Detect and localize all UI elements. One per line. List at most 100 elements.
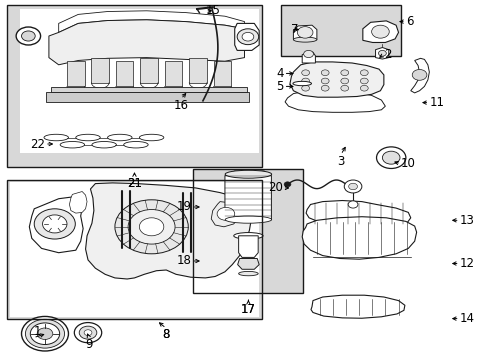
Circle shape (84, 330, 92, 336)
Ellipse shape (44, 134, 68, 141)
Ellipse shape (238, 271, 258, 276)
Text: 2: 2 (383, 48, 390, 61)
Circle shape (411, 69, 426, 80)
Bar (193, 169, 303, 293)
Polygon shape (49, 20, 244, 65)
Bar (7, 5, 261, 167)
Circle shape (237, 29, 258, 45)
Polygon shape (59, 11, 244, 32)
Polygon shape (302, 217, 416, 259)
Text: 21: 21 (127, 177, 142, 190)
Circle shape (16, 27, 41, 45)
Polygon shape (310, 295, 404, 318)
Circle shape (37, 328, 53, 339)
Circle shape (371, 25, 388, 38)
Circle shape (301, 70, 309, 76)
Polygon shape (164, 61, 182, 86)
Circle shape (30, 323, 60, 345)
Text: 12: 12 (459, 257, 474, 270)
Polygon shape (305, 201, 410, 227)
Text: 19: 19 (176, 201, 191, 213)
Polygon shape (116, 61, 133, 86)
Circle shape (301, 85, 309, 91)
Polygon shape (410, 58, 428, 93)
Bar (20, 9, 259, 153)
Text: 9: 9 (85, 338, 93, 351)
Text: 21: 21 (127, 177, 142, 190)
Text: 7: 7 (290, 23, 298, 36)
Bar (10, 182, 259, 317)
Circle shape (347, 201, 357, 208)
Polygon shape (289, 62, 383, 97)
Text: 10: 10 (400, 157, 415, 170)
Polygon shape (85, 183, 251, 279)
Circle shape (34, 209, 75, 239)
Ellipse shape (224, 216, 271, 223)
Ellipse shape (92, 141, 116, 148)
Text: 20: 20 (267, 181, 282, 194)
Circle shape (344, 180, 361, 193)
Circle shape (115, 200, 188, 254)
Ellipse shape (76, 134, 100, 141)
Text: 8: 8 (162, 328, 170, 341)
Circle shape (217, 207, 234, 220)
Circle shape (79, 326, 97, 339)
Bar (7, 180, 261, 319)
Ellipse shape (123, 141, 148, 148)
Polygon shape (189, 58, 206, 83)
Bar (7, 180, 261, 319)
Polygon shape (362, 21, 398, 42)
Ellipse shape (224, 170, 271, 178)
Circle shape (21, 316, 68, 351)
Circle shape (340, 70, 348, 76)
Circle shape (340, 85, 348, 91)
Ellipse shape (233, 233, 263, 239)
Polygon shape (67, 61, 84, 86)
Circle shape (25, 319, 64, 348)
Circle shape (360, 78, 367, 84)
Text: 8: 8 (162, 328, 170, 341)
Circle shape (376, 147, 405, 168)
Text: 17: 17 (241, 303, 255, 316)
Circle shape (297, 27, 312, 38)
Ellipse shape (60, 141, 84, 148)
Bar (281, 5, 400, 56)
Text: 4: 4 (276, 67, 283, 80)
Circle shape (348, 183, 357, 190)
Polygon shape (29, 196, 83, 253)
Text: 5: 5 (276, 80, 283, 93)
Circle shape (242, 32, 253, 41)
Bar (193, 169, 303, 293)
Text: 11: 11 (428, 96, 444, 109)
Text: 1: 1 (33, 325, 41, 338)
Polygon shape (69, 192, 87, 213)
Circle shape (321, 78, 328, 84)
Polygon shape (293, 25, 316, 40)
Polygon shape (51, 87, 246, 92)
Circle shape (139, 218, 163, 236)
Polygon shape (285, 90, 385, 112)
Circle shape (21, 31, 35, 41)
Text: 15: 15 (205, 4, 220, 17)
Ellipse shape (107, 134, 132, 141)
Polygon shape (46, 92, 249, 102)
Ellipse shape (139, 134, 163, 141)
Circle shape (378, 50, 386, 56)
Polygon shape (91, 58, 109, 83)
Circle shape (128, 210, 175, 244)
Circle shape (284, 182, 290, 187)
Ellipse shape (293, 37, 316, 42)
Text: 16: 16 (173, 99, 188, 112)
Circle shape (42, 215, 67, 233)
Text: 13: 13 (459, 214, 473, 227)
Polygon shape (375, 48, 388, 59)
Circle shape (301, 78, 309, 84)
Polygon shape (302, 52, 315, 63)
Text: 14: 14 (459, 312, 474, 325)
Polygon shape (234, 23, 259, 50)
Polygon shape (238, 236, 258, 257)
Bar (281, 5, 400, 56)
Polygon shape (224, 171, 271, 220)
Circle shape (340, 78, 348, 84)
Circle shape (360, 85, 367, 91)
